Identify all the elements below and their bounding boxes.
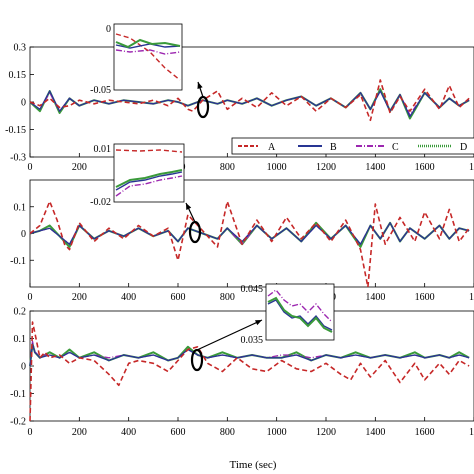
legend: A B C D xyxy=(231,137,474,155)
inset-series-a xyxy=(115,33,181,81)
inset-series-d xyxy=(267,296,333,333)
series-line-a xyxy=(29,321,470,422)
inset-tick-label-top: 0.01 xyxy=(94,144,112,155)
x-tick-label: 800 xyxy=(220,427,235,438)
inset-tick-label-bottom: 0.035 xyxy=(241,335,264,346)
y-tick-label: -0.3 xyxy=(10,153,26,164)
x-tick-label: 600 xyxy=(171,427,186,438)
x-tick-label: 1600 xyxy=(415,427,435,438)
x-tick-label: 1 xyxy=(469,427,474,438)
x-tick-label: 0 xyxy=(28,162,33,173)
x-tick-label: 400 xyxy=(121,427,136,438)
x-tick-label: 1400 xyxy=(365,427,385,438)
legend-label-a: A xyxy=(268,142,276,153)
y-tick-label: -0.1 xyxy=(10,256,26,267)
zoom-arrow xyxy=(196,319,263,351)
zoom-arrow-head xyxy=(255,320,262,326)
y-tick-label: 0.1 xyxy=(14,334,27,345)
y-tick-label: -0.1 xyxy=(10,389,26,400)
zoom-inset: 0 -0.05 xyxy=(90,23,210,119)
x-tick-label: 200 xyxy=(72,292,87,303)
x-tick-label: 800 xyxy=(220,292,235,303)
zoom-marker-ellipse xyxy=(190,348,204,372)
x-tick-label: 1600 xyxy=(415,292,435,303)
inset-tick-label-bottom: -0.05 xyxy=(90,85,111,96)
legend-label-b: B xyxy=(330,142,337,153)
inset-series-d xyxy=(115,38,181,49)
zoom-inset: 0.01 -0.02 xyxy=(90,143,202,244)
y-tick-label: 0 xyxy=(21,98,26,109)
x-tick-label: 1400 xyxy=(365,292,385,303)
x-tick-label: 1000 xyxy=(267,162,287,173)
inset-tick-label-bottom: -0.02 xyxy=(90,197,111,208)
zoom-arrow-head xyxy=(197,82,203,89)
inset-series-a xyxy=(115,149,183,153)
panel-bottom: 0.20.10-0.1-0.20 200 400 600 800 1000 1200 1400… xyxy=(10,307,474,438)
x-tick-label: 200 xyxy=(72,427,87,438)
inset-series-c xyxy=(267,289,333,323)
inset-series-b xyxy=(267,299,333,331)
series-line-a xyxy=(29,200,470,288)
y-tick-label: 0 xyxy=(21,362,26,373)
inset-group: 0 -0.05 0.01 -0.02 0.045 0.035 xyxy=(90,23,335,372)
y-tick-label: 0.15 xyxy=(9,70,27,81)
inset-frame xyxy=(265,283,335,341)
y-tick-label: -0.2 xyxy=(10,417,26,428)
zoom-arrow-head xyxy=(186,203,192,210)
plot-area-frame xyxy=(29,310,474,422)
inset-series-c xyxy=(115,49,181,55)
x-tick-label: 1400 xyxy=(365,162,385,173)
y-tick-label: -0.15 xyxy=(5,125,26,136)
x-axis-label: Time (sec) xyxy=(230,459,277,471)
inset-series-c xyxy=(115,175,183,197)
series-line-b xyxy=(29,343,470,367)
inset-tick-label-top: 0 xyxy=(106,24,111,35)
x-tick-label: 400 xyxy=(121,292,136,303)
x-tick-label: 1200 xyxy=(316,427,336,438)
legend-label-c: C xyxy=(392,142,399,153)
series-line-a xyxy=(29,79,470,122)
x-tick-label: 1200 xyxy=(316,162,336,173)
inset-series-b xyxy=(115,171,183,191)
x-tick-label: 1 xyxy=(469,292,474,303)
x-tick-label: 1000 xyxy=(267,427,287,438)
x-tick-label: 600 xyxy=(171,292,186,303)
x-tick-label: 1 xyxy=(469,162,474,173)
x-tick-label: 1600 xyxy=(415,162,435,173)
inset-frame xyxy=(113,23,183,91)
zoom-inset: 0.045 0.035 xyxy=(190,283,335,372)
y-tick-label: 0.3 xyxy=(14,43,27,54)
y-tick-label: 0.1 xyxy=(14,202,27,213)
x-tick-label: 200 xyxy=(72,162,87,173)
legend-label-d: D xyxy=(460,142,467,153)
inset-tick-label-top: 0.045 xyxy=(241,284,264,295)
x-tick-label: 0 xyxy=(28,292,33,303)
y-tick-label: 0 xyxy=(21,229,26,240)
x-tick-label: 0 xyxy=(28,427,33,438)
series-line-c xyxy=(29,222,470,245)
inset-frame xyxy=(113,143,185,203)
inset-series-d xyxy=(115,169,183,188)
x-tick-label: 800 xyxy=(220,162,235,173)
y-tick-label: 0.2 xyxy=(14,307,27,318)
